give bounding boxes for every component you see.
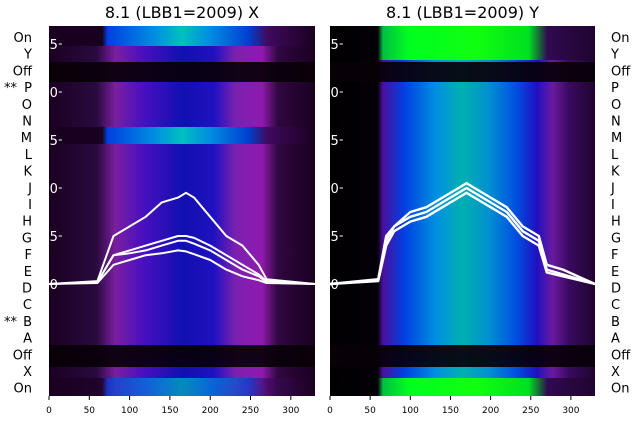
- overlay-tick-label: 5: [50, 230, 58, 245]
- row-label: Off: [13, 348, 33, 363]
- trace-line-1: [48, 191, 316, 285]
- row-label: E: [24, 265, 32, 280]
- row-label: M: [21, 131, 32, 146]
- trace-line-3: [48, 239, 316, 285]
- x-tick-label: 50: [84, 406, 96, 416]
- row-label: X: [611, 365, 620, 380]
- row-label: H: [22, 215, 32, 230]
- row-marker: **: [4, 81, 18, 96]
- overlay-tick-label: 0: [50, 278, 58, 293]
- row-label: B: [23, 315, 32, 330]
- heatmap-band: [49, 127, 315, 144]
- row-label: O: [611, 98, 621, 113]
- row-label: A: [611, 332, 620, 347]
- row-label: D: [611, 282, 621, 297]
- row-label: F: [611, 248, 618, 263]
- x-tick-label: 150: [161, 406, 178, 416]
- row-label: C: [23, 298, 32, 313]
- row-label: P: [24, 81, 32, 96]
- x-tick-label: 0: [327, 406, 333, 416]
- trace-line-3: [329, 191, 596, 286]
- overlay-tick-label: 0: [331, 278, 339, 293]
- row-label: Off: [611, 64, 631, 79]
- x-tick-label: 200: [482, 406, 499, 416]
- row-label: X: [23, 365, 32, 380]
- x-tick-label: 0: [46, 406, 52, 416]
- row-marker: **: [4, 315, 18, 330]
- overlay-tick-label: 25: [322, 38, 339, 53]
- row-label: N: [611, 115, 621, 130]
- row-label: F: [25, 248, 32, 263]
- row-label: K: [23, 165, 32, 180]
- heatmap-dark-row: [49, 62, 315, 82]
- trace-line-4: [48, 249, 316, 285]
- row-label: L: [25, 148, 33, 163]
- row-label: C: [611, 298, 620, 313]
- chart-title: 8.1 (LBB1=2009) X: [105, 3, 259, 22]
- heatmap-band: [330, 26, 595, 60]
- row-label: H: [611, 215, 621, 230]
- row-label: G: [611, 231, 621, 246]
- row-label: M: [611, 131, 622, 146]
- overlay-tick-label: 5: [331, 230, 339, 245]
- row-label: I: [28, 198, 32, 213]
- row-label: Off: [611, 348, 631, 363]
- row-label: A: [23, 332, 32, 347]
- chart-title: 8.1 (LBB1=2009) Y: [386, 3, 539, 22]
- row-label: On: [611, 382, 629, 397]
- x-tick-label: 100: [121, 406, 138, 416]
- x-tick-label: 300: [282, 406, 299, 416]
- row-label: On: [14, 382, 32, 397]
- heatmap-dark-row: [330, 62, 595, 82]
- overlay-tick-label: 10: [41, 182, 58, 197]
- row-label: On: [14, 31, 32, 46]
- heatmap-dark-row: [49, 345, 315, 367]
- row-label: K: [611, 165, 620, 180]
- heatmap-background: [49, 26, 315, 396]
- x-tick-label: 50: [364, 406, 376, 416]
- row-label: J: [610, 181, 615, 196]
- x-tick-label: 150: [442, 406, 459, 416]
- row-label: On: [611, 31, 629, 46]
- heatmap-dark-row: [330, 345, 595, 367]
- heatmap-band: [330, 378, 595, 396]
- x-tick-label: 300: [562, 406, 579, 416]
- overlay-tick-label: 10: [322, 182, 339, 197]
- x-tick-label: 250: [522, 406, 539, 416]
- row-label: B: [611, 315, 620, 330]
- overlay-tick-label: 25: [41, 38, 58, 53]
- overlay-tick-label: 15: [41, 134, 58, 149]
- row-label: O: [22, 98, 32, 113]
- row-label: J: [27, 181, 32, 196]
- row-label: Off: [13, 64, 33, 79]
- row-label: Y: [610, 48, 619, 63]
- row-label: N: [22, 115, 32, 130]
- row-label: E: [611, 265, 619, 280]
- row-label: I: [611, 198, 615, 213]
- overlay-tick-label: 20: [41, 86, 58, 101]
- x-tick-label: 200: [202, 406, 219, 416]
- row-label: L: [611, 148, 619, 163]
- overlay-tick-label: 15: [322, 134, 339, 149]
- overlay-tick-label: 20: [322, 86, 339, 101]
- heatmap-band: [49, 26, 315, 46]
- row-label: D: [22, 282, 32, 297]
- x-tick-label: 250: [242, 406, 259, 416]
- heatmap-band: [49, 378, 315, 396]
- x-tick-label: 100: [402, 406, 419, 416]
- heatmap-background: [330, 26, 595, 396]
- row-label: Y: [23, 48, 32, 63]
- row-label: P: [611, 81, 619, 96]
- row-label: G: [22, 231, 32, 246]
